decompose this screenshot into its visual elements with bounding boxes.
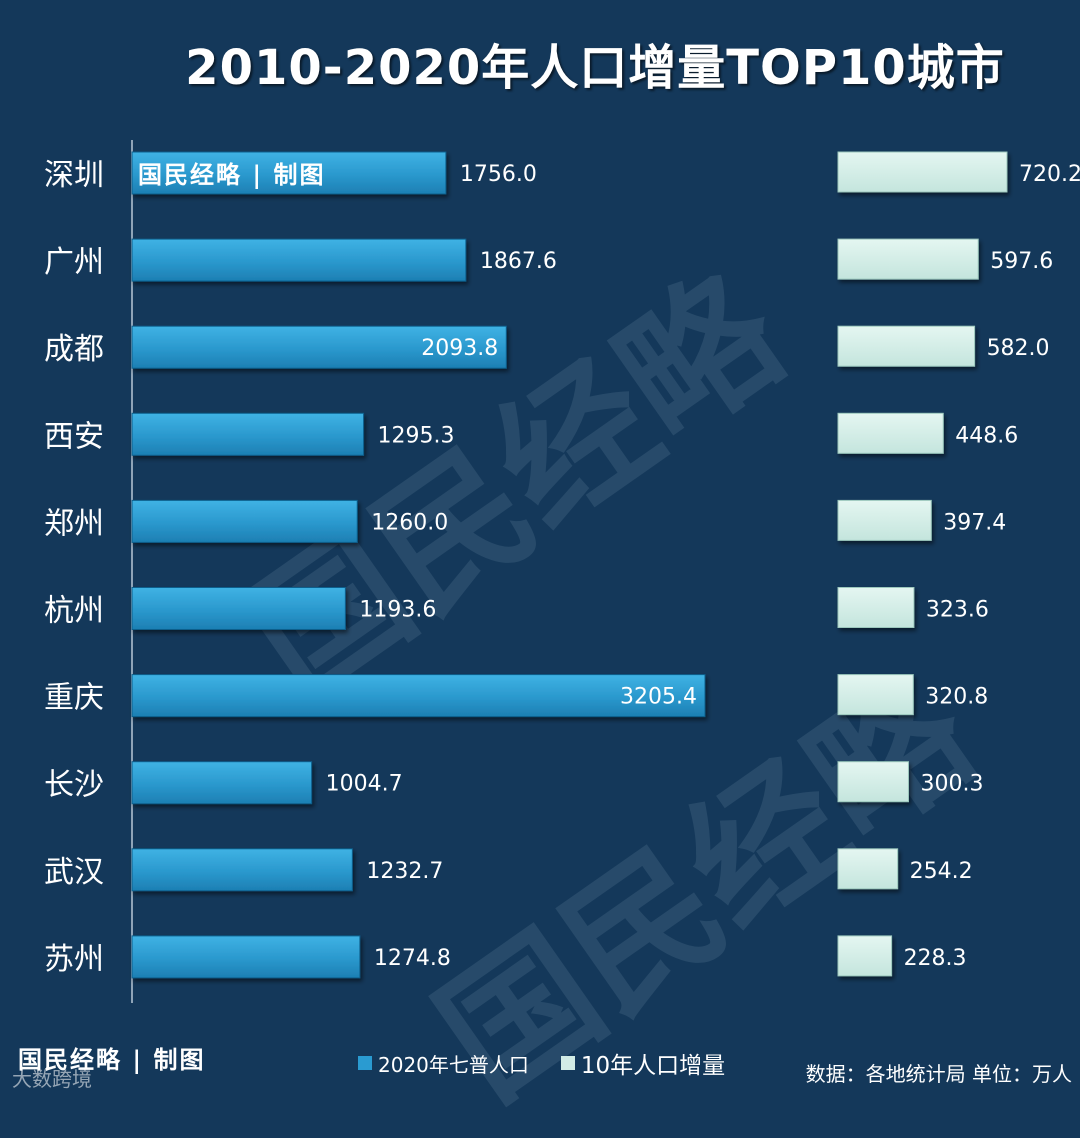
increase-bar xyxy=(837,674,914,716)
platform-watermark: 大数跨境 xyxy=(12,1067,92,1091)
legend-swatch-mint xyxy=(560,1056,575,1070)
legend-item-population: 2020年七普人口 xyxy=(358,1049,529,1078)
source-note: 数据：各地统计局 单位：万人 xyxy=(805,1062,1072,1086)
chart-canvas: 国民经略 国民经略 2010-2020年人口增量TOP10城市 国民经略 | 制… xyxy=(12,40,1080,1131)
category-label: 郑州 xyxy=(44,506,104,541)
legend-label-increase: 10年人口增量 xyxy=(580,1053,726,1079)
increase-bar xyxy=(837,499,932,541)
category-label: 广州 xyxy=(44,245,104,280)
category-label: 西安 xyxy=(44,419,104,454)
increase-bar xyxy=(837,935,893,977)
population-value-label: 3205.4 xyxy=(620,685,697,710)
increase-value-label: 397.4 xyxy=(943,510,1006,535)
population-bar xyxy=(131,935,361,979)
population-bar xyxy=(131,412,365,456)
population-bar xyxy=(131,499,358,543)
population-value-label: 1260.0 xyxy=(371,510,448,535)
increase-value-label: 228.3 xyxy=(904,946,967,971)
population-value-label: 1232.7 xyxy=(366,859,443,884)
population-bar xyxy=(131,587,346,630)
legend-item-increase: 10年人口增量 xyxy=(560,1046,726,1080)
category-label: 深圳 xyxy=(44,158,104,193)
legend-label-population: 2020年七普人口 xyxy=(378,1052,529,1077)
population-value-label: 1295.3 xyxy=(378,423,455,448)
increase-value-label: 720.2 xyxy=(1019,162,1080,187)
category-label: 杭州 xyxy=(44,594,104,629)
population-bar xyxy=(131,761,313,805)
chart-title: 2010-2020年人口增量TOP10城市 xyxy=(185,40,1005,96)
population-value-label: 1193.6 xyxy=(359,598,436,623)
category-label: 成都 xyxy=(44,332,104,367)
legend-swatch-blue xyxy=(358,1056,372,1070)
increase-value-label: 323.6 xyxy=(926,598,989,623)
population-value-label: 1867.6 xyxy=(480,249,557,274)
population-bar xyxy=(131,238,467,282)
increase-value-label: 300.3 xyxy=(920,772,983,797)
category-label: 苏州 xyxy=(44,942,104,977)
population-bar xyxy=(131,848,353,892)
increase-value-label: 448.6 xyxy=(955,423,1018,448)
increase-bar xyxy=(837,325,976,367)
increase-bar xyxy=(837,151,1008,193)
population-bar xyxy=(131,674,706,718)
population-value-label: 2093.8 xyxy=(421,336,498,361)
increase-bar xyxy=(837,587,915,628)
legend: 2020年七普人口 10年人口增量 xyxy=(358,1046,757,1080)
category-label: 重庆 xyxy=(44,681,104,716)
brand-credit-top: 国民经略 | 制图 xyxy=(138,160,326,189)
population-bar xyxy=(131,325,507,369)
increase-bar xyxy=(837,238,979,280)
population-value-label: 1756.0 xyxy=(460,162,537,187)
increase-bar xyxy=(837,848,899,890)
category-label: 武汉 xyxy=(44,855,104,890)
increase-value-label: 320.8 xyxy=(925,685,988,710)
brand-credit-bottom: 国民经略 | 制图 xyxy=(18,1045,206,1074)
bar-chart: 深圳 1756.0 720.2 广州 1867.6 597.6 成都 2093.8 582.0 西… xyxy=(44,140,1080,1003)
increase-bar xyxy=(837,761,909,803)
increase-value-label: 582.0 xyxy=(987,336,1050,361)
population-bar xyxy=(131,151,447,195)
increase-bar xyxy=(837,412,944,454)
increase-value-label: 597.6 xyxy=(990,249,1053,274)
population-value-label: 1004.7 xyxy=(326,772,403,797)
increase-value-label: 254.2 xyxy=(910,859,973,884)
category-label: 长沙 xyxy=(44,768,104,803)
population-value-label: 1274.8 xyxy=(374,946,451,971)
